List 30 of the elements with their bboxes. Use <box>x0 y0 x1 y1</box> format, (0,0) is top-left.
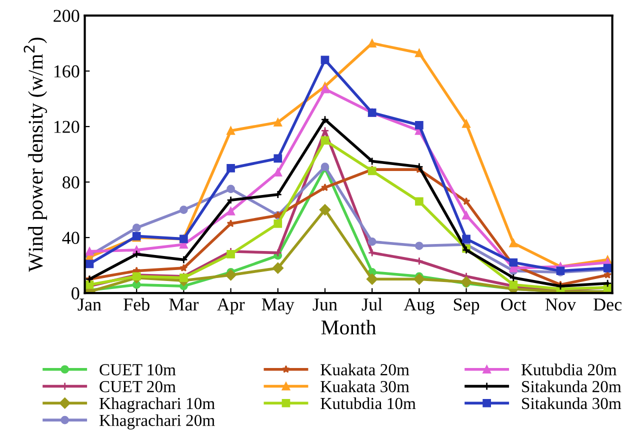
x-tick-label: Oct <box>501 298 526 311</box>
x-tick-label: Jun <box>312 298 338 311</box>
legend-label: Kuakata 30m <box>320 380 410 392</box>
y-tick-label: 40 <box>62 232 80 244</box>
legend-label: Khagrachari 10m <box>99 397 215 413</box>
y-tick-label: 160 <box>54 65 80 78</box>
x-tick-label: Sep <box>454 298 480 314</box>
x-tick-label: Feb <box>124 298 150 311</box>
y-tick-label: 200 <box>54 10 80 22</box>
y-tick-label: 0 <box>72 287 80 300</box>
legend-label: CUET 20m <box>100 381 176 392</box>
y-tick-label: 120 <box>54 120 80 133</box>
legend-label: Kutubdia 20m <box>521 364 617 376</box>
legend-label: Sitakunda 30m <box>522 397 622 410</box>
legend-label: Kutubdia 10m <box>320 397 416 410</box>
x-tick-label: Dec <box>594 298 622 311</box>
x-tick-label: Jan <box>78 298 102 311</box>
x-axis-title: Month <box>321 320 376 334</box>
y-axis-title: Wind power density (w/m$^{2}$) <box>24 38 48 272</box>
y-tick-label: 80 <box>62 176 80 188</box>
legend-label: Kuakata 20m <box>320 364 410 376</box>
legend-label: Khagrachari 20m <box>99 414 215 430</box>
x-tick-label: Mar <box>169 298 199 311</box>
legend-label: Sitakunda 20m <box>522 380 622 392</box>
x-tick-label: Nov <box>545 298 576 311</box>
x-tick-label: Jul <box>362 298 382 311</box>
legend-label: CUET 10m <box>100 364 176 376</box>
x-tick-label: May <box>262 298 294 314</box>
x-tick-label: Apr <box>216 298 245 314</box>
x-tick-label: Aug <box>404 298 434 314</box>
